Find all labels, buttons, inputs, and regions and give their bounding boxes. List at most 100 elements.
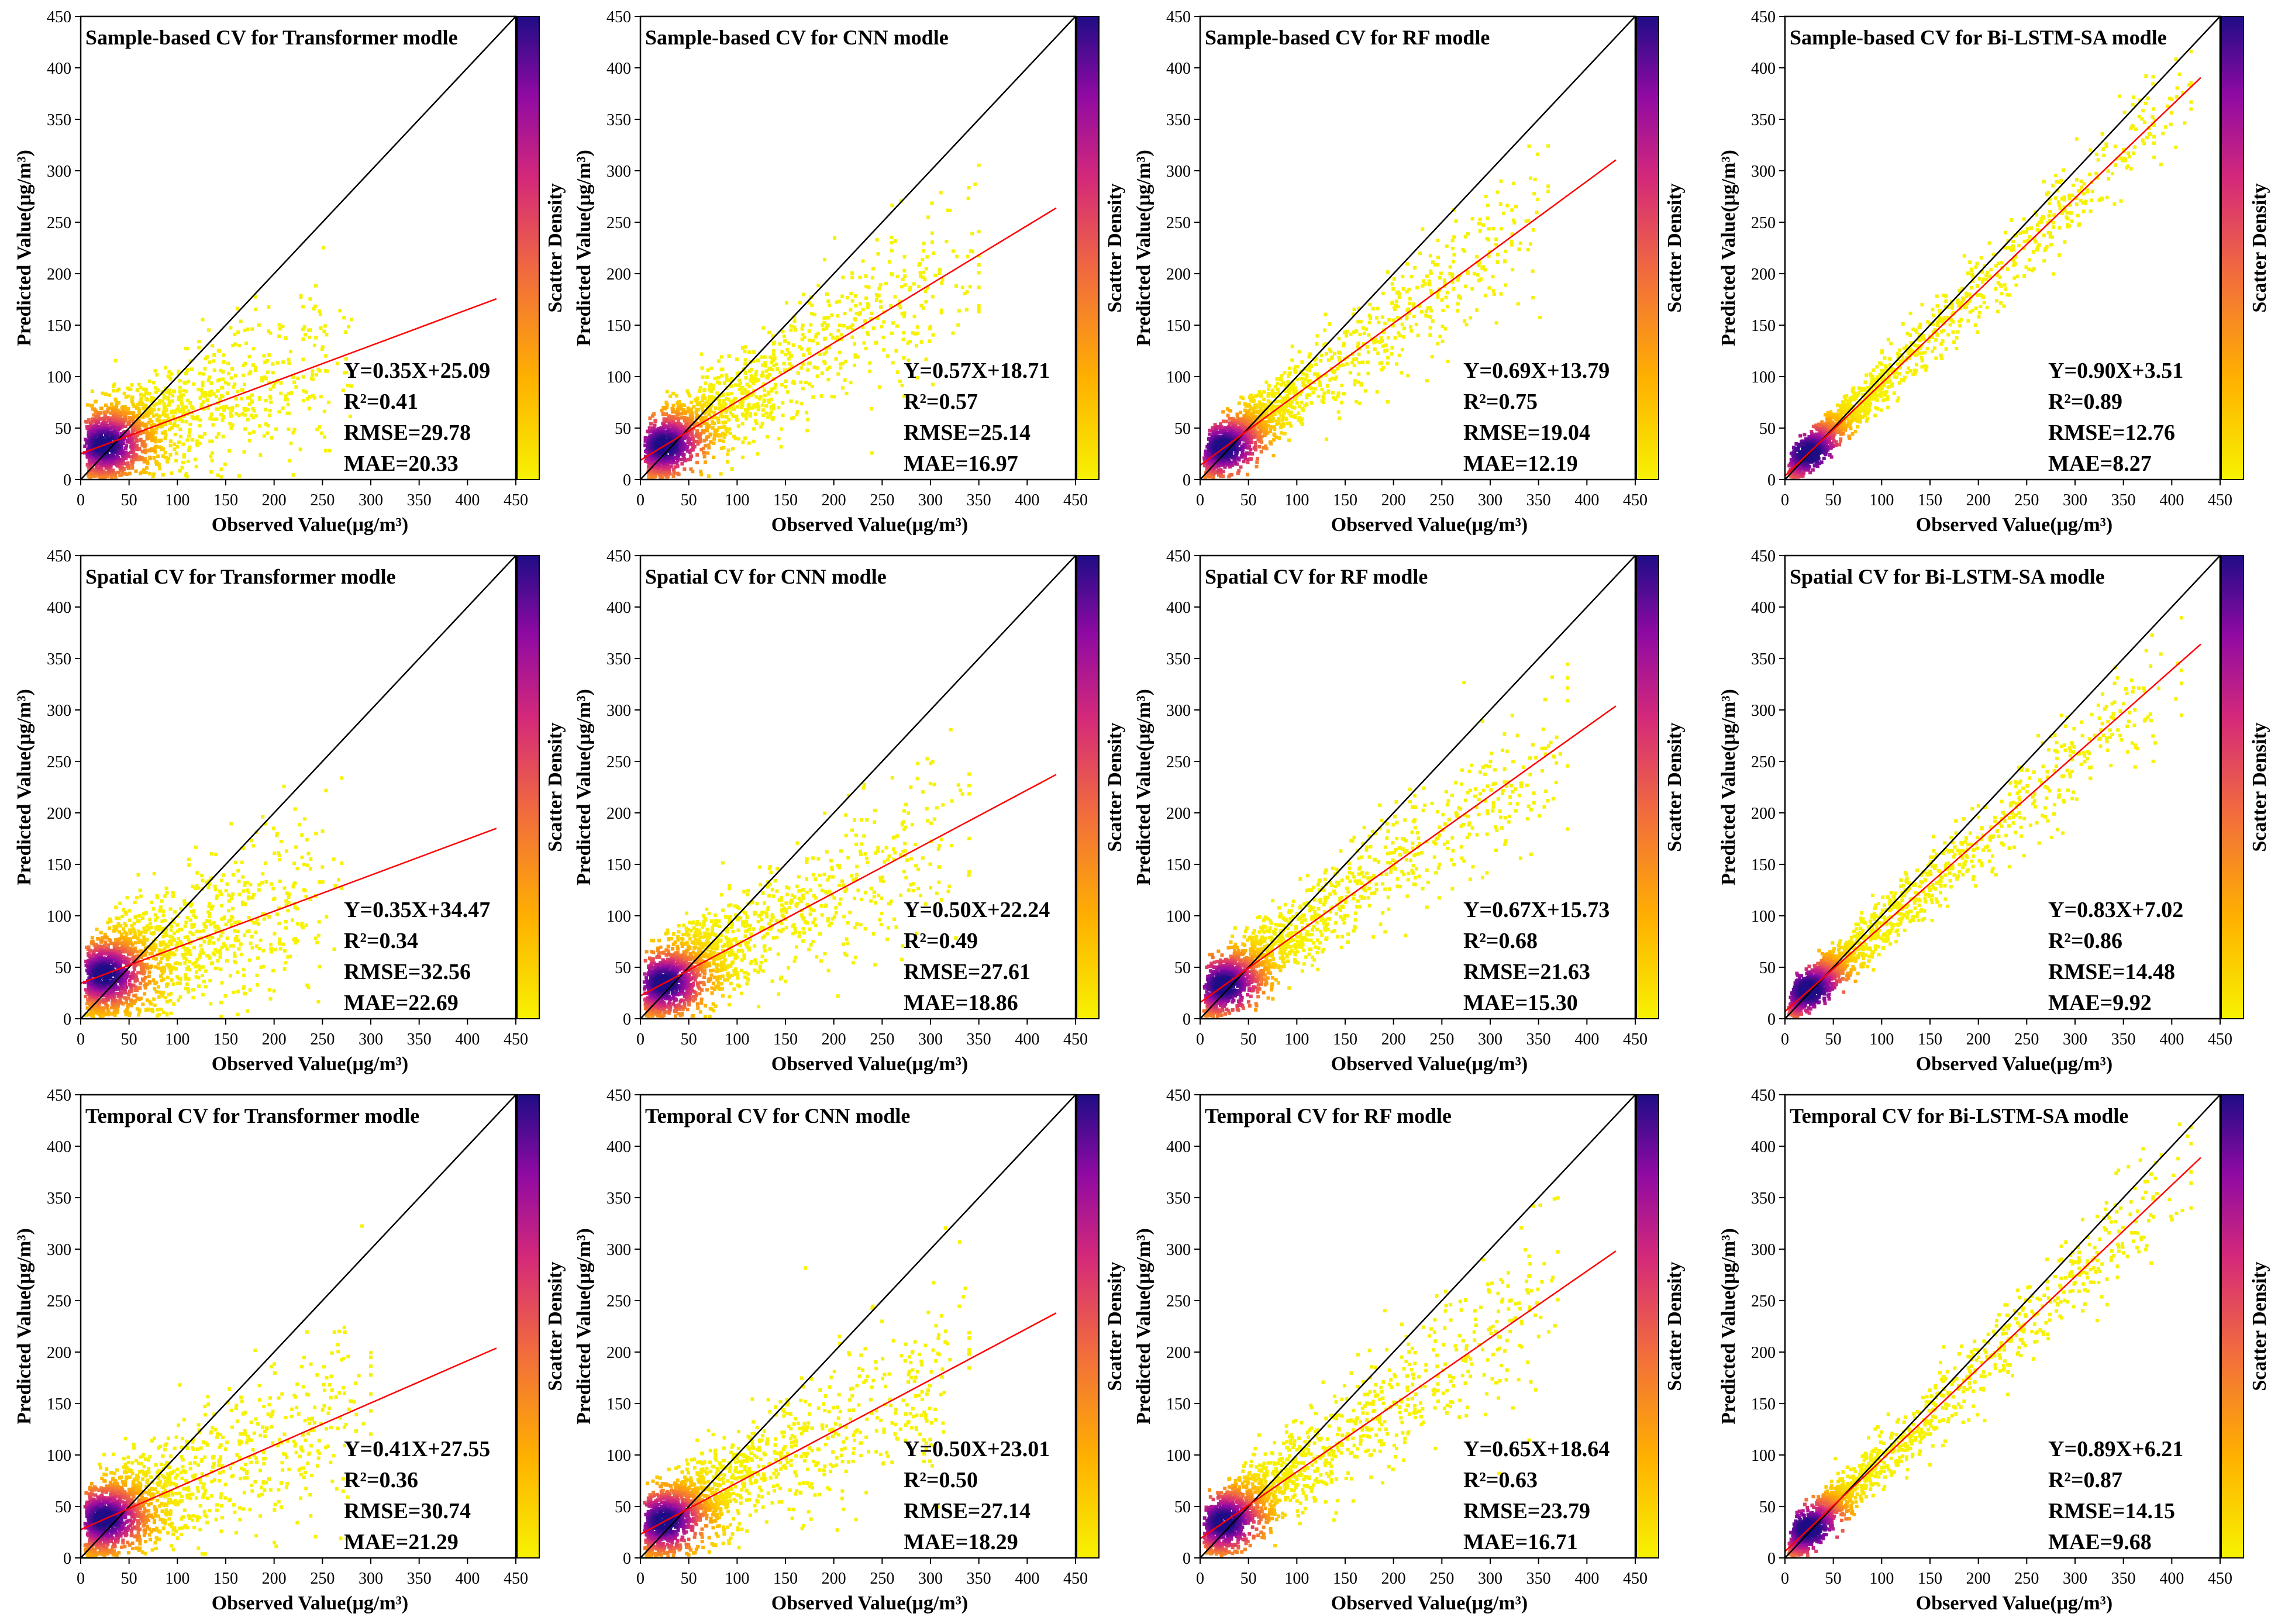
scatter-point (325, 333, 329, 337)
scatter-point (1264, 425, 1268, 429)
scatter-point (716, 359, 721, 363)
scatter-point (274, 427, 278, 431)
scatter-point (766, 375, 770, 380)
scatter-point (1254, 394, 1258, 398)
scatter-point (1248, 435, 1252, 439)
scatter-point (750, 406, 754, 410)
scatter-point (675, 422, 679, 426)
scatter-point (170, 372, 174, 376)
scatter-point (110, 468, 114, 473)
scatter-point (94, 435, 98, 439)
scatter-point (1303, 377, 1307, 381)
scatter-point (142, 387, 146, 391)
scatter-point (683, 415, 687, 419)
scatter-point (931, 231, 935, 235)
scatter-point (109, 474, 113, 478)
scatter-point (850, 335, 854, 339)
scatter-point (208, 360, 212, 364)
scatter-point (129, 450, 133, 454)
scatter-point (1429, 271, 1433, 275)
scatter-point (916, 331, 920, 335)
scatter-point (885, 354, 890, 358)
scatter-point (139, 402, 143, 406)
scatter-point (184, 420, 188, 424)
scatter-point (233, 374, 237, 378)
y-tick-label: 350 (1166, 111, 1191, 129)
scatter-point (171, 394, 175, 398)
scatter-point (171, 415, 175, 419)
scatter-point (690, 432, 694, 436)
scatter-point (175, 408, 180, 412)
scatter-point (960, 285, 964, 289)
scatter-point (120, 412, 125, 416)
scatter-point (1202, 464, 1207, 468)
scatter-point (220, 418, 225, 422)
scatter-point (1262, 397, 1266, 401)
scatter-point (184, 371, 188, 375)
scatter-point (1259, 450, 1263, 454)
scatter-point (215, 407, 219, 411)
scatter-point (132, 404, 136, 408)
scatter-point (701, 429, 705, 433)
scatter-point (1395, 291, 1399, 295)
scatter-point (209, 389, 213, 394)
scatter-point (1252, 406, 1256, 411)
scatter-point (112, 444, 116, 448)
scatter-point (148, 406, 152, 410)
scatter-point (1512, 220, 1517, 225)
scatter-point (825, 350, 829, 354)
scatter-point (126, 461, 130, 465)
scatter-point (651, 436, 655, 440)
scatter-point (230, 367, 234, 371)
scatter-point (200, 435, 204, 439)
scatter-point (180, 399, 184, 404)
scatter-point (662, 426, 666, 430)
scatter-point (850, 275, 854, 280)
scatter-point (746, 404, 750, 408)
scatter-point (112, 455, 116, 459)
scatter-point (1213, 432, 1217, 436)
scatter-point (708, 384, 712, 388)
scatter-point (839, 362, 843, 366)
scatter-point (699, 470, 703, 474)
scatter-point (1266, 399, 1270, 404)
scatter-point (130, 395, 135, 399)
scatter-point (704, 415, 708, 419)
scatter-point (809, 323, 813, 327)
scatter-point (239, 396, 243, 401)
scatter-point (685, 410, 689, 414)
scatter-point (1281, 381, 1286, 385)
scatter-point (126, 422, 130, 426)
scatter-point (1253, 444, 1257, 448)
scatter-point (691, 437, 695, 442)
scatter-point (1340, 384, 1344, 388)
scatter-point (1214, 452, 1218, 456)
scatter-point (104, 392, 108, 396)
scatter-point (1308, 352, 1312, 356)
scatter-point (176, 404, 180, 408)
scatter-point (107, 457, 111, 461)
scatter-point (112, 384, 116, 388)
scatter-point (2169, 122, 2173, 126)
scatter-point (708, 397, 712, 401)
scatter-point (1514, 205, 1518, 209)
scatter-point (288, 458, 292, 463)
scatter-point (1293, 392, 1297, 396)
scatter-point (678, 430, 683, 435)
scatter-point (1402, 326, 1406, 330)
scatter-point (645, 450, 649, 454)
scatter-point (700, 405, 704, 409)
scatter-point (1204, 449, 1208, 453)
scatter-point (977, 229, 981, 233)
scatter-point (649, 468, 653, 472)
scatter-point (743, 371, 747, 375)
scatter-point (123, 467, 127, 471)
scatter-point (737, 387, 742, 391)
scatter-point (756, 358, 760, 363)
scatter-point (252, 430, 256, 434)
scatter-point (123, 456, 127, 460)
scatter-point (853, 355, 857, 359)
scatter-point (711, 387, 715, 391)
scatter-point (696, 442, 700, 446)
scatter-point (774, 382, 778, 387)
